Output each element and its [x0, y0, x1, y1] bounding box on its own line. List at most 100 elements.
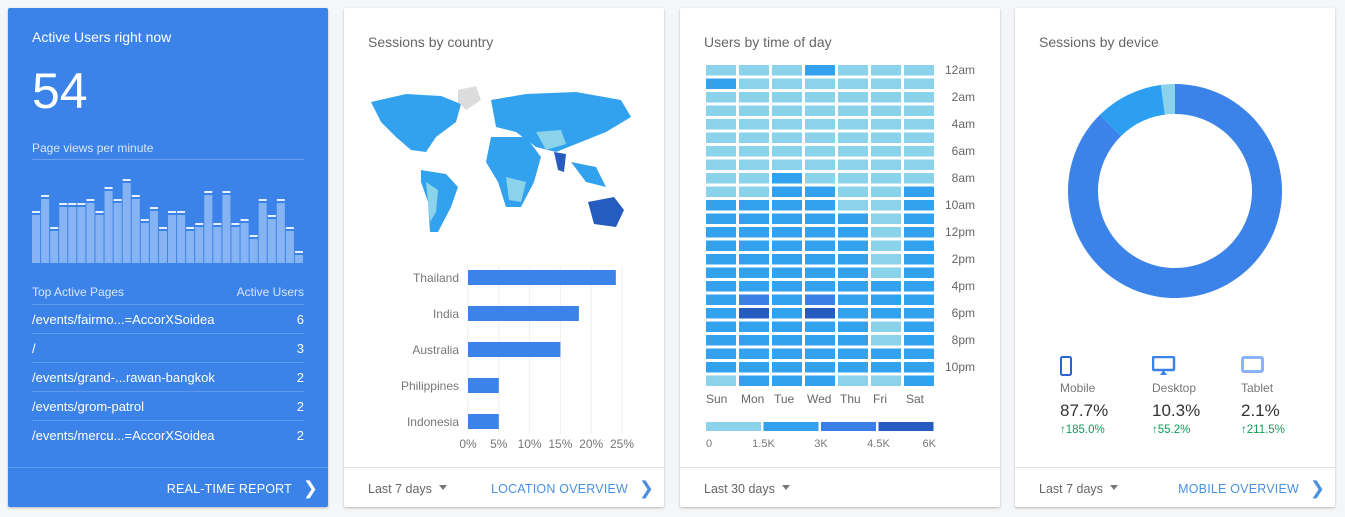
heatmap-cell[interactable]: [904, 200, 934, 211]
heatmap-cell[interactable]: [739, 254, 769, 265]
heatmap-cell[interactable]: [805, 240, 835, 252]
heatmap-cell[interactable]: [739, 186, 769, 198]
heatmap-cell[interactable]: [805, 227, 835, 238]
heatmap-cell[interactable]: [871, 213, 901, 225]
heatmap-cell[interactable]: [904, 375, 934, 387]
heatmap-cell[interactable]: [904, 294, 934, 306]
heatmap-cell[interactable]: [805, 119, 835, 130]
table-row[interactable]: /3: [32, 334, 304, 363]
heatmap-cell[interactable]: [772, 321, 802, 333]
heatmap-cell[interactable]: [805, 186, 835, 198]
heatmap-cell[interactable]: [805, 335, 835, 346]
heatmap-cell[interactable]: [805, 159, 835, 171]
heatmap-cell[interactable]: [838, 254, 868, 265]
heatmap-cell[interactable]: [805, 267, 835, 279]
heatmap-cell[interactable]: [805, 78, 835, 90]
mobile-overview-link[interactable]: MOBILE OVERVIEW: [1178, 482, 1299, 496]
donut-slice-desktop[interactable]: [1099, 84, 1165, 137]
heatmap-cell[interactable]: [772, 159, 802, 171]
heatmap-cell[interactable]: [739, 362, 769, 373]
heatmap-cell[interactable]: [904, 119, 934, 130]
heatmap-cell[interactable]: [904, 173, 934, 184]
heatmap-cell[interactable]: [871, 200, 901, 211]
heatmap-cell[interactable]: [772, 173, 802, 184]
heatmap-cell[interactable]: [904, 186, 934, 198]
date-range-dropdown[interactable]: Last 7 days: [368, 482, 447, 496]
chevron-right-icon[interactable]: ❯: [302, 478, 318, 498]
heatmap-cell[interactable]: [805, 92, 835, 103]
country-bar[interactable]: [468, 378, 499, 393]
heatmap-cell[interactable]: [805, 213, 835, 225]
heatmap-cell[interactable]: [706, 159, 736, 171]
heatmap-cell[interactable]: [706, 294, 736, 306]
heatmap-cell[interactable]: [739, 200, 769, 211]
heatmap-cell[interactable]: [772, 362, 802, 373]
heatmap-cell[interactable]: [706, 335, 736, 346]
heatmap-cell[interactable]: [706, 105, 736, 117]
realtime-report-link[interactable]: REAL-TIME REPORT: [166, 482, 292, 496]
heatmap-cell[interactable]: [739, 267, 769, 279]
date-range-dropdown[interactable]: Last 30 days: [704, 482, 790, 496]
heatmap-cell[interactable]: [871, 173, 901, 184]
heatmap-cell[interactable]: [871, 65, 901, 76]
heatmap-cell[interactable]: [805, 65, 835, 76]
heatmap-cell[interactable]: [739, 281, 769, 292]
heatmap-cell[interactable]: [772, 267, 802, 279]
heatmap-cell[interactable]: [772, 240, 802, 252]
heatmap-cell[interactable]: [871, 105, 901, 117]
heatmap-cell[interactable]: [904, 335, 934, 346]
heatmap-cell[interactable]: [838, 92, 868, 103]
heatmap-cell[interactable]: [904, 78, 934, 90]
heatmap-cell[interactable]: [904, 213, 934, 225]
heatmap-cell[interactable]: [772, 186, 802, 198]
country-bar[interactable]: [468, 414, 499, 429]
heatmap-cell[interactable]: [871, 159, 901, 171]
heatmap-cell[interactable]: [904, 105, 934, 117]
heatmap-cell[interactable]: [772, 78, 802, 90]
heatmap-cell[interactable]: [904, 348, 934, 360]
heatmap-cell[interactable]: [805, 132, 835, 144]
heatmap-cell[interactable]: [772, 308, 802, 319]
heatmap-cell[interactable]: [706, 308, 736, 319]
heatmap-cell[interactable]: [739, 132, 769, 144]
heatmap-cell[interactable]: [904, 240, 934, 252]
heatmap-cell[interactable]: [871, 78, 901, 90]
heatmap-cell[interactable]: [871, 375, 901, 387]
heatmap-cell[interactable]: [805, 281, 835, 292]
heatmap-cell[interactable]: [838, 200, 868, 211]
chevron-right-icon[interactable]: ❯: [638, 478, 654, 498]
table-row[interactable]: /events/mercu...=AccorXSoidea 2: [32, 421, 304, 450]
donut-slice-mobile[interactable]: [1068, 84, 1282, 298]
heatmap-cell[interactable]: [838, 159, 868, 171]
heatmap-cell[interactable]: [706, 132, 736, 144]
heatmap-cell[interactable]: [706, 146, 736, 157]
heatmap-cell[interactable]: [838, 321, 868, 333]
heatmap-cell[interactable]: [772, 281, 802, 292]
heatmap-cell[interactable]: [706, 321, 736, 333]
heatmap-cell[interactable]: [904, 254, 934, 265]
heatmap-cell[interactable]: [772, 132, 802, 144]
heatmap-cell[interactable]: [838, 362, 868, 373]
heatmap-cell[interactable]: [838, 308, 868, 319]
chevron-right-icon[interactable]: ❯: [1309, 478, 1325, 498]
heatmap-cell[interactable]: [706, 200, 736, 211]
heatmap-cell[interactable]: [838, 294, 868, 306]
heatmap-cell[interactable]: [871, 308, 901, 319]
heatmap-cell[interactable]: [838, 65, 868, 76]
heatmap-cell[interactable]: [772, 200, 802, 211]
heatmap-cell[interactable]: [739, 146, 769, 157]
heatmap-cell[interactable]: [772, 105, 802, 117]
heatmap-cell[interactable]: [838, 240, 868, 252]
heatmap-cell[interactable]: [805, 308, 835, 319]
heatmap-cell[interactable]: [871, 254, 901, 265]
heatmap-cell[interactable]: [739, 65, 769, 76]
heatmap-cell[interactable]: [838, 146, 868, 157]
heatmap-cell[interactable]: [706, 173, 736, 184]
heatmap-cell[interactable]: [739, 335, 769, 346]
heatmap-cell[interactable]: [838, 267, 868, 279]
heatmap-cell[interactable]: [838, 213, 868, 225]
heatmap-cell[interactable]: [871, 119, 901, 130]
heatmap-cell[interactable]: [739, 240, 769, 252]
heatmap-cell[interactable]: [805, 294, 835, 306]
heatmap-cell[interactable]: [739, 78, 769, 90]
